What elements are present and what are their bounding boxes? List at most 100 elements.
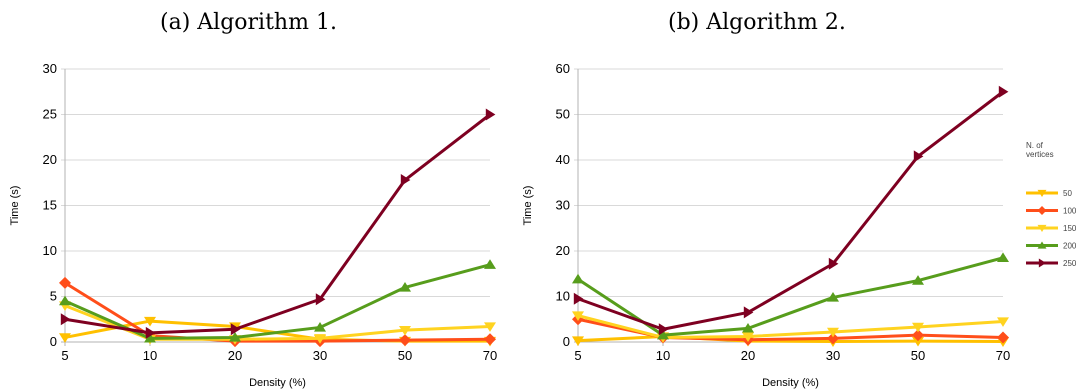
legend-swatch-marker [1037, 241, 1047, 249]
chart-b-data-point [997, 252, 1009, 263]
chart-b-ytick-label: 40 [556, 152, 570, 167]
chart-a-series-line [64, 281, 491, 343]
chart-a-data-point [400, 174, 411, 187]
chart-b-data-point [997, 317, 1009, 327]
legend-swatch-marker [1037, 189, 1047, 198]
chart-b-data-point [827, 327, 839, 338]
chart-a-data-point [399, 334, 411, 347]
legend-swatch-marker [1037, 206, 1047, 215]
legend-title-line: vertices [1026, 150, 1054, 159]
legend-title-line: N. of [1026, 141, 1044, 150]
chart-b-title: (b) Algorithm 2. [668, 10, 846, 35]
chart-a-data-point [59, 333, 71, 343]
chart-b-xtick-label: 10 [656, 348, 670, 363]
chart-b-ylabel: Time (s) [522, 186, 534, 226]
chart-b-xtick-label: 50 [911, 348, 925, 363]
chart-a-xtick-label: 20 [228, 348, 242, 363]
chart-a-ytick-label: 25 [43, 107, 57, 122]
chart-b-data-point [828, 257, 839, 270]
chart-a-series-line [64, 113, 491, 335]
chart-b-data-point [657, 329, 669, 340]
legend-label: 100 [1063, 207, 1077, 216]
chart-b-data-point [997, 331, 1009, 344]
chart-a-data-point [399, 325, 411, 336]
chart-b-data-point [742, 322, 754, 333]
chart-a-data-point [484, 333, 496, 346]
chart-b-xtick-label: 5 [574, 348, 581, 363]
chart-b-ytick-label: 30 [556, 198, 570, 213]
chart-b-data-point [827, 332, 839, 345]
chart-b-data-point [658, 323, 669, 336]
chart-b-data-point [913, 150, 924, 163]
chart-b-data-point [912, 275, 924, 285]
chart-a-data-point [144, 332, 156, 343]
chart-a-ytick-label: 0 [50, 334, 57, 349]
chart-a-ytick-label: 30 [43, 61, 57, 76]
chart-b-plot: 0 10 20 30 40 50 60 5 10 20 30 50 70 Density (%) Time … [522, 61, 1010, 389]
chart-a-data-point [60, 313, 71, 326]
chart-b-data-point [572, 273, 584, 284]
chart-b-data-point [742, 332, 754, 342]
chart-a-data-point [314, 334, 326, 344]
chart-a-xtick-label: 30 [313, 348, 327, 363]
chart-b-xtick-label: 30 [826, 348, 840, 363]
chart-a-data-point [59, 295, 71, 306]
chart-b-xtick-label: 20 [741, 348, 755, 363]
chart-b-series-line [577, 314, 1004, 339]
chart-b-ytick-label: 0 [563, 334, 570, 349]
chart-a-ylabel: Time (s) [9, 186, 21, 226]
chart-b-series-line [577, 90, 1004, 331]
chart-a-series-line [64, 263, 491, 340]
chart-b-ytick-label: 20 [556, 243, 570, 258]
chart-a-data-point [315, 293, 326, 306]
chart-a-data-point [144, 316, 156, 327]
chart-a-ytick-label: 10 [43, 243, 57, 258]
chart-a-xtick-label: 10 [143, 348, 157, 363]
chart-a-data-point [145, 326, 156, 339]
chart-a-xtick-label: 5 [61, 348, 68, 363]
chart-a-title: (a) Algorithm 1. [160, 10, 337, 35]
legend-label: 50 [1063, 189, 1072, 198]
chart-a-ytick-label: 15 [43, 198, 57, 213]
chart-b-ytick-label: 50 [556, 107, 570, 122]
chart-b-xtick-label: 70 [996, 348, 1010, 363]
chart-b-series-line [577, 256, 1004, 337]
chart-a-xtick-label: 50 [398, 348, 412, 363]
legend-swatch-marker [1037, 224, 1047, 233]
legend-label: 150 [1063, 224, 1077, 233]
chart-a-data-point [229, 332, 241, 342]
chart-a-data-point [484, 259, 496, 269]
chart-a-series-150 [59, 301, 496, 345]
chart-b-data-point [573, 292, 584, 305]
legend-label: 200 [1063, 242, 1077, 251]
chart-b-series-line [577, 335, 1004, 344]
chart-b-data-point [912, 322, 924, 333]
chart-b-data-point [827, 292, 839, 302]
chart-a-data-point [230, 323, 241, 336]
chart-b-xlabel: Density (%) [762, 377, 819, 389]
chart-a-series-250 [60, 108, 496, 339]
chart-a-xlabel: Density (%) [249, 377, 306, 389]
chart-b-data-point [998, 85, 1009, 98]
chart-b-data-point [572, 311, 584, 322]
chart-b-series-250 [573, 85, 1009, 336]
chart-a-ytick-label: 20 [43, 152, 57, 167]
chart-b-data-point [743, 306, 754, 319]
chart-b-series-200 [572, 252, 1009, 340]
chart-a-data-point [59, 276, 71, 289]
chart-a-data-point [399, 282, 411, 292]
chart-a-data-point [314, 322, 326, 332]
chart-a-data-point [485, 108, 496, 121]
chart-a-data-point [484, 322, 496, 332]
chart-b-data-point [912, 329, 924, 342]
legend-swatch-marker [1038, 258, 1047, 268]
chart-b-ytick-label: 10 [556, 289, 570, 304]
chart-a-xtick-label: 70 [483, 348, 497, 363]
chart-b-data-point [912, 336, 924, 347]
chart-a-ytick-label: 5 [50, 289, 57, 304]
legend-label: 250 [1063, 259, 1077, 268]
chart-b-ytick-label: 60 [556, 61, 570, 76]
